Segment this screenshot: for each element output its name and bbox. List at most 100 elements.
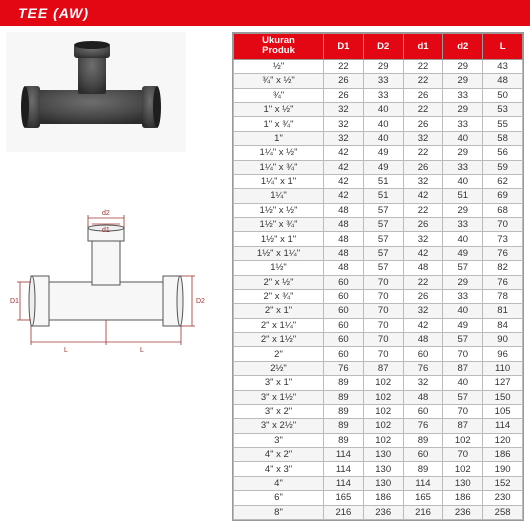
table-cell: 60 xyxy=(403,448,443,462)
table-cell: 40 xyxy=(363,117,403,131)
table-cell: 32 xyxy=(403,232,443,246)
table-cell: 60 xyxy=(403,347,443,361)
table-cell: 70 xyxy=(483,218,523,232)
table-cell: 40 xyxy=(443,232,483,246)
table-cell: 22 xyxy=(403,103,443,117)
table-cell: 120 xyxy=(483,433,523,447)
table-cell: 40 xyxy=(363,131,403,145)
table-cell: 26 xyxy=(403,289,443,303)
table-cell: 42 xyxy=(403,189,443,203)
table-cell: 130 xyxy=(363,448,403,462)
table-cell: 50 xyxy=(483,88,523,102)
table-cell: 29 xyxy=(363,59,403,73)
table-cell: 150 xyxy=(483,390,523,404)
table-cell: 70 xyxy=(443,448,483,462)
table-cell: ¾" x ½" xyxy=(234,74,324,88)
table-cell: 60 xyxy=(324,304,364,318)
table-cell: 6" xyxy=(234,491,324,505)
table-cell: 230 xyxy=(483,491,523,505)
table-cell: 40 xyxy=(443,174,483,188)
table-cell: 2" xyxy=(234,347,324,361)
table-cell: 2" x 1" xyxy=(234,304,324,318)
table-cell: 70 xyxy=(443,404,483,418)
table-cell: 57 xyxy=(363,246,403,260)
table-cell: 40 xyxy=(443,304,483,318)
table-cell: ½" xyxy=(234,59,324,73)
col-header-5: L xyxy=(483,34,523,60)
table-cell: 49 xyxy=(363,160,403,174)
table-cell: 22 xyxy=(403,74,443,88)
table-cell: 89 xyxy=(403,433,443,447)
table-row: 1½" x 1¼"4857424976 xyxy=(234,246,523,260)
table-cell: 102 xyxy=(443,433,483,447)
table-row: 3" x 2"891026070105 xyxy=(234,404,523,418)
table-row: 3"8910289102120 xyxy=(234,433,523,447)
table-cell: 51 xyxy=(363,174,403,188)
table-cell: 2" x 1½" xyxy=(234,333,324,347)
table-row: 3" x 1½"891024857150 xyxy=(234,390,523,404)
dim-D2-label: D2 xyxy=(196,298,205,305)
table-cell: 2" x 1¼" xyxy=(234,318,324,332)
table-row: 2" x 1½"6070485790 xyxy=(234,333,523,347)
table-cell: 76 xyxy=(483,275,523,289)
table-cell: 89 xyxy=(403,462,443,476)
table-cell: 102 xyxy=(363,419,403,433)
table-cell: 114 xyxy=(403,476,443,490)
table-cell: 57 xyxy=(363,232,403,246)
col-header-0: UkuranProduk xyxy=(234,34,324,60)
table-cell: 3" xyxy=(234,433,324,447)
table-cell: 165 xyxy=(324,491,364,505)
table-cell: 1½" xyxy=(234,261,324,275)
dim-L-label-left: L xyxy=(64,347,68,354)
table-cell: 53 xyxy=(483,103,523,117)
table-cell: 70 xyxy=(363,333,403,347)
table-cell: 33 xyxy=(443,117,483,131)
table-cell: 70 xyxy=(363,289,403,303)
table-cell: 76 xyxy=(324,361,364,375)
table-row: 4" x 2"1141306070186 xyxy=(234,448,523,462)
table-cell: 26 xyxy=(403,218,443,232)
table-cell: 22 xyxy=(403,203,443,217)
table-row: 1¼" x ½"4249222956 xyxy=(234,146,523,160)
table-cell: 114 xyxy=(324,476,364,490)
table-cell: 1¼" xyxy=(234,189,324,203)
table-cell: 87 xyxy=(443,361,483,375)
table-cell: 40 xyxy=(363,103,403,117)
table-cell: 48 xyxy=(324,232,364,246)
table-cell: 32 xyxy=(403,376,443,390)
table-cell: 60 xyxy=(324,347,364,361)
table-cell: 89 xyxy=(324,404,364,418)
table-cell: 89 xyxy=(324,433,364,447)
table-cell: 49 xyxy=(443,246,483,260)
table-row: 1" x ¾"3240263355 xyxy=(234,117,523,131)
table-cell: 26 xyxy=(403,160,443,174)
table-cell: 1" x ¾" xyxy=(234,117,324,131)
table-cell: 87 xyxy=(363,361,403,375)
table-cell: 48 xyxy=(324,261,364,275)
table-cell: 42 xyxy=(324,146,364,160)
page-title: TEE (AW) xyxy=(18,5,89,21)
technical-diagram: d2 d1 D1 D2 L L xyxy=(6,182,206,372)
table-cell: 127 xyxy=(483,376,523,390)
table-cell: 4" x 3" xyxy=(234,462,324,476)
table-row: 1¼" x ¾"4249263359 xyxy=(234,160,523,174)
table-cell: 60 xyxy=(403,404,443,418)
table-cell: 33 xyxy=(443,289,483,303)
table-cell: 186 xyxy=(483,448,523,462)
table-cell: 59 xyxy=(483,160,523,174)
table-cell: 32 xyxy=(324,131,364,145)
table-cell: 73 xyxy=(483,232,523,246)
table-cell: 48 xyxy=(403,390,443,404)
table-cell: 87 xyxy=(443,419,483,433)
table-cell: 48 xyxy=(483,74,523,88)
table-cell: 32 xyxy=(403,174,443,188)
table-row: 1½" x ½"4857222968 xyxy=(234,203,523,217)
table-row: 2½"76877687110 xyxy=(234,361,523,375)
table-cell: 130 xyxy=(443,476,483,490)
table-cell: 55 xyxy=(483,117,523,131)
table-cell: 78 xyxy=(483,289,523,303)
table-cell: 186 xyxy=(443,491,483,505)
table-cell: 102 xyxy=(363,433,403,447)
table-cell: 49 xyxy=(363,146,403,160)
table-cell: 62 xyxy=(483,174,523,188)
